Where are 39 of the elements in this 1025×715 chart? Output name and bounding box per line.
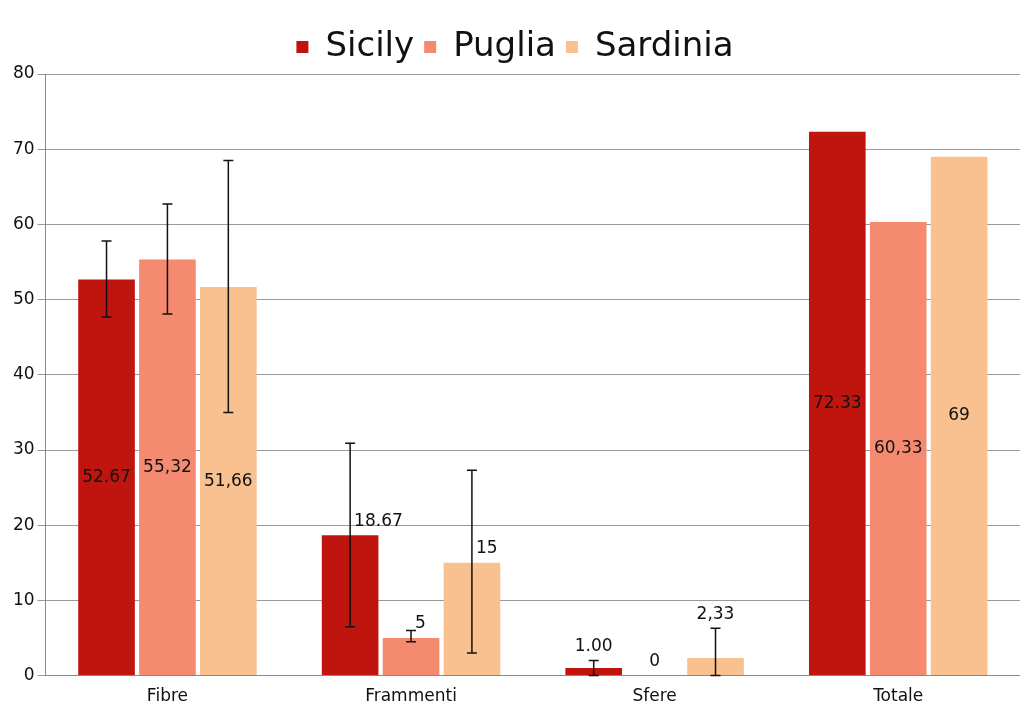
data-label: 55,32 — [143, 455, 192, 476]
y-tick-label: 80 — [12, 62, 35, 83]
bar — [930, 156, 988, 676]
bar — [321, 535, 379, 676]
data-label: 5 — [415, 612, 426, 633]
data-label: 18.67 — [354, 509, 403, 530]
bar — [78, 279, 135, 676]
data-label: 1.00 — [574, 634, 613, 655]
x-tick-label: Totale — [872, 685, 924, 706]
bar — [869, 221, 927, 676]
y-tick-label: 30 — [12, 438, 35, 459]
data-label: 69 — [948, 404, 970, 425]
data-label: 60,33 — [873, 436, 923, 457]
x-tick-label: Fibre — [146, 685, 188, 706]
x-tick-label: Frammenti — [365, 685, 457, 706]
bar — [687, 658, 744, 676]
bar — [808, 131, 866, 676]
y-tick-label: 10 — [12, 588, 35, 609]
data-label: 0 — [649, 650, 661, 671]
bar — [139, 259, 196, 676]
bar — [443, 562, 501, 676]
y-tick-label: 50 — [12, 288, 35, 309]
legend-label: Puglia — [453, 23, 556, 64]
x-tick-label: Sfere — [632, 685, 677, 706]
y-tick-label: 0 — [23, 664, 35, 685]
data-label: 52.67 — [82, 465, 131, 486]
y-tick-label: 20 — [12, 513, 35, 534]
legend-label: Sardinia — [594, 23, 734, 64]
y-tick-label: 40 — [12, 363, 35, 384]
legend-label: Sicily — [325, 23, 415, 64]
data-label: 2,33 — [696, 602, 735, 623]
y-tick-label: 70 — [12, 137, 35, 158]
data-label: 72.33 — [812, 391, 862, 412]
bar — [200, 287, 257, 676]
data-label: 15 — [475, 537, 498, 558]
bar — [382, 638, 440, 676]
bar — [565, 668, 623, 676]
y-tick-label: 60 — [12, 212, 35, 233]
data-label: 51,66 — [203, 469, 253, 490]
